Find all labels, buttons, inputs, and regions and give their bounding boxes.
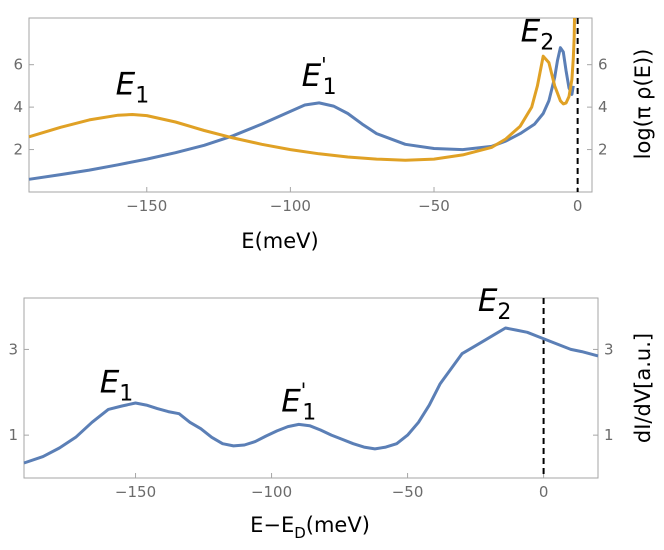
top-x-tick-label: 0 [573,197,583,215]
bottom-annotation-1: E' 1 [281,379,316,426]
top-y-tick-label-right: 6 [598,56,608,74]
top-x-tick-label: −100 [270,197,311,215]
bottom-x-tick-label: −100 [251,483,292,501]
bottom-x-label-tail: (meV) [306,513,370,537]
top-plot-marks: −150 −100 −50 0 2 2 4 4 6 6 E1 E' 1 E2 [13,13,607,215]
bottom-x-label-main: E−E [250,513,294,537]
top-annotation-0: E1 [116,66,150,108]
top-x-tick-label: −150 [126,197,167,215]
top-y-axis-label: log(π ρ(E)) [631,49,655,160]
top-annotation-1: E' 1 [302,53,337,100]
bottom-y-axis-label: dI/dV[a.u.] [631,333,655,443]
bottom-y-tick-label-right: 3 [604,340,614,358]
top-plot-frame [28,17,593,193]
bottom-x-label-sub: D [294,524,306,542]
bottom-x-tick-label: −50 [392,483,424,501]
bottom-panel: −150 −100 −50 0 1 1 3 3 E1 E' 1 E2 E−ED(meV) dI/dV[… [8,283,655,542]
bottom-annotation-2: E2 [478,283,512,325]
bottom-series-0-line [23,326,599,465]
top-x-axis-label: E(meV) [241,229,318,253]
top-series-0-line [28,46,575,181]
top-y-tick-label: 4 [13,98,23,116]
bottom-y-tick-label: 3 [8,340,18,358]
top-series-1-line [28,17,576,162]
top-y-tick-label: 2 [13,141,23,159]
top-annotation-2: E2 [521,13,555,55]
bottom-y-tick-label-right: 1 [604,426,614,444]
top-y-tick-label-right: 2 [598,141,608,159]
bottom-x-tick-label: −150 [115,483,156,501]
top-x-tick-label: −50 [418,197,450,215]
bottom-y-tick-label: 1 [8,426,18,444]
bottom-x-axis-label: E−ED(meV) [250,513,370,542]
bottom-annotation-0: E1 [100,364,134,406]
bottom-plot-frame [23,297,599,479]
top-y-tick-label-right: 4 [598,98,608,116]
bottom-plot-marks: −150 −100 −50 0 1 1 3 3 E1 E' 1 E2 [8,283,613,501]
top-y-tick-label: 6 [13,56,23,74]
bottom-x-tick-label: 0 [539,483,549,501]
top-panel: −150 −100 −50 0 2 2 4 4 6 6 E1 E' 1 E2 E(meV) log(π ρ… [13,13,655,253]
